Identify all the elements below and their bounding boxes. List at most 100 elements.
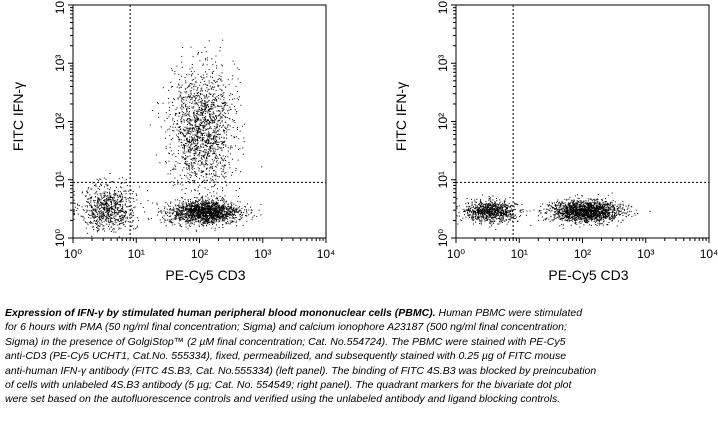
data-point — [195, 212, 197, 214]
data-point — [466, 209, 468, 211]
data-point — [488, 217, 490, 218]
data-point — [192, 130, 194, 132]
data-point — [458, 215, 460, 217]
data-point — [125, 201, 127, 203]
data-point — [237, 128, 238, 130]
data-point — [181, 197, 183, 199]
data-point — [212, 223, 213, 225]
data-point — [191, 148, 193, 150]
data-point — [95, 222, 96, 224]
data-point — [479, 204, 481, 206]
data-point — [221, 141, 223, 143]
data-point — [494, 208, 496, 209]
data-point — [240, 217, 242, 219]
data-point — [170, 215, 172, 217]
data-point — [193, 211, 195, 213]
data-point — [217, 105, 219, 107]
data-point — [221, 95, 223, 97]
data-point — [107, 188, 109, 190]
data-point — [488, 207, 490, 208]
data-point — [205, 102, 207, 104]
data-point — [218, 85, 220, 87]
data-point — [197, 147, 199, 149]
data-point — [220, 157, 222, 159]
data-point — [200, 203, 202, 205]
data-point — [211, 173, 212, 175]
data-point — [496, 218, 497, 220]
data-point — [114, 207, 116, 209]
data-point — [220, 76, 222, 78]
data-point — [480, 206, 482, 208]
data-point — [219, 133, 221, 135]
data-point — [205, 215, 207, 217]
data-point — [174, 73, 176, 75]
data-point — [206, 94, 208, 96]
data-point — [227, 208, 229, 210]
data-point — [114, 189, 116, 191]
data-point — [182, 145, 184, 147]
data-point — [116, 203, 118, 205]
data-point — [504, 210, 506, 212]
data-point — [83, 219, 85, 221]
data-point — [208, 123, 210, 125]
data-point — [192, 212, 194, 214]
data-point — [209, 126, 211, 128]
data-point — [188, 166, 190, 168]
data-point — [200, 203, 201, 205]
data-point — [216, 224, 217, 226]
data-point — [101, 211, 103, 213]
data-point — [498, 208, 500, 210]
y-axis-title: FITC IFN-γ — [10, 82, 26, 151]
data-point — [185, 223, 187, 225]
data-point — [182, 218, 184, 219]
plot-frame — [72, 4, 327, 239]
data-point — [182, 217, 184, 219]
data-point — [188, 118, 190, 120]
data-point — [207, 218, 208, 220]
data-point — [202, 218, 204, 220]
data-point — [195, 173, 197, 175]
data-point — [490, 213, 492, 215]
data-point — [481, 219, 483, 221]
data-point — [237, 126, 238, 128]
data-point — [224, 165, 225, 167]
data-point — [198, 203, 200, 205]
data-point — [220, 94, 222, 95]
data-point — [212, 163, 214, 165]
data-point — [218, 210, 220, 211]
data-point — [197, 212, 198, 214]
data-point — [188, 216, 190, 218]
data-point — [485, 201, 487, 203]
data-point — [177, 213, 179, 215]
data-point — [198, 128, 200, 130]
data-point — [205, 207, 206, 209]
data-point — [200, 146, 202, 148]
data-point — [216, 196, 218, 198]
data-point — [210, 215, 212, 216]
data-point — [186, 221, 188, 223]
data-point — [201, 79, 203, 81]
data-point — [170, 221, 172, 223]
data-point — [214, 99, 216, 101]
data-point — [227, 147, 229, 149]
data-point — [223, 210, 225, 212]
data-point — [101, 195, 103, 197]
data-point — [204, 109, 206, 111]
data-point — [506, 214, 508, 216]
data-point — [197, 154, 199, 156]
data-point — [230, 93, 232, 95]
data-point — [185, 214, 187, 216]
data-point — [115, 231, 117, 233]
data-point — [183, 148, 185, 150]
data-point — [193, 209, 195, 211]
data-point — [185, 217, 187, 219]
data-point — [156, 204, 158, 206]
data-point — [208, 152, 210, 154]
data-point — [102, 207, 104, 209]
data-point — [174, 164, 176, 166]
data-point — [98, 225, 100, 227]
data-point — [183, 203, 185, 205]
data-point — [239, 219, 240, 221]
data-point — [207, 143, 209, 145]
data-point — [217, 198, 219, 200]
